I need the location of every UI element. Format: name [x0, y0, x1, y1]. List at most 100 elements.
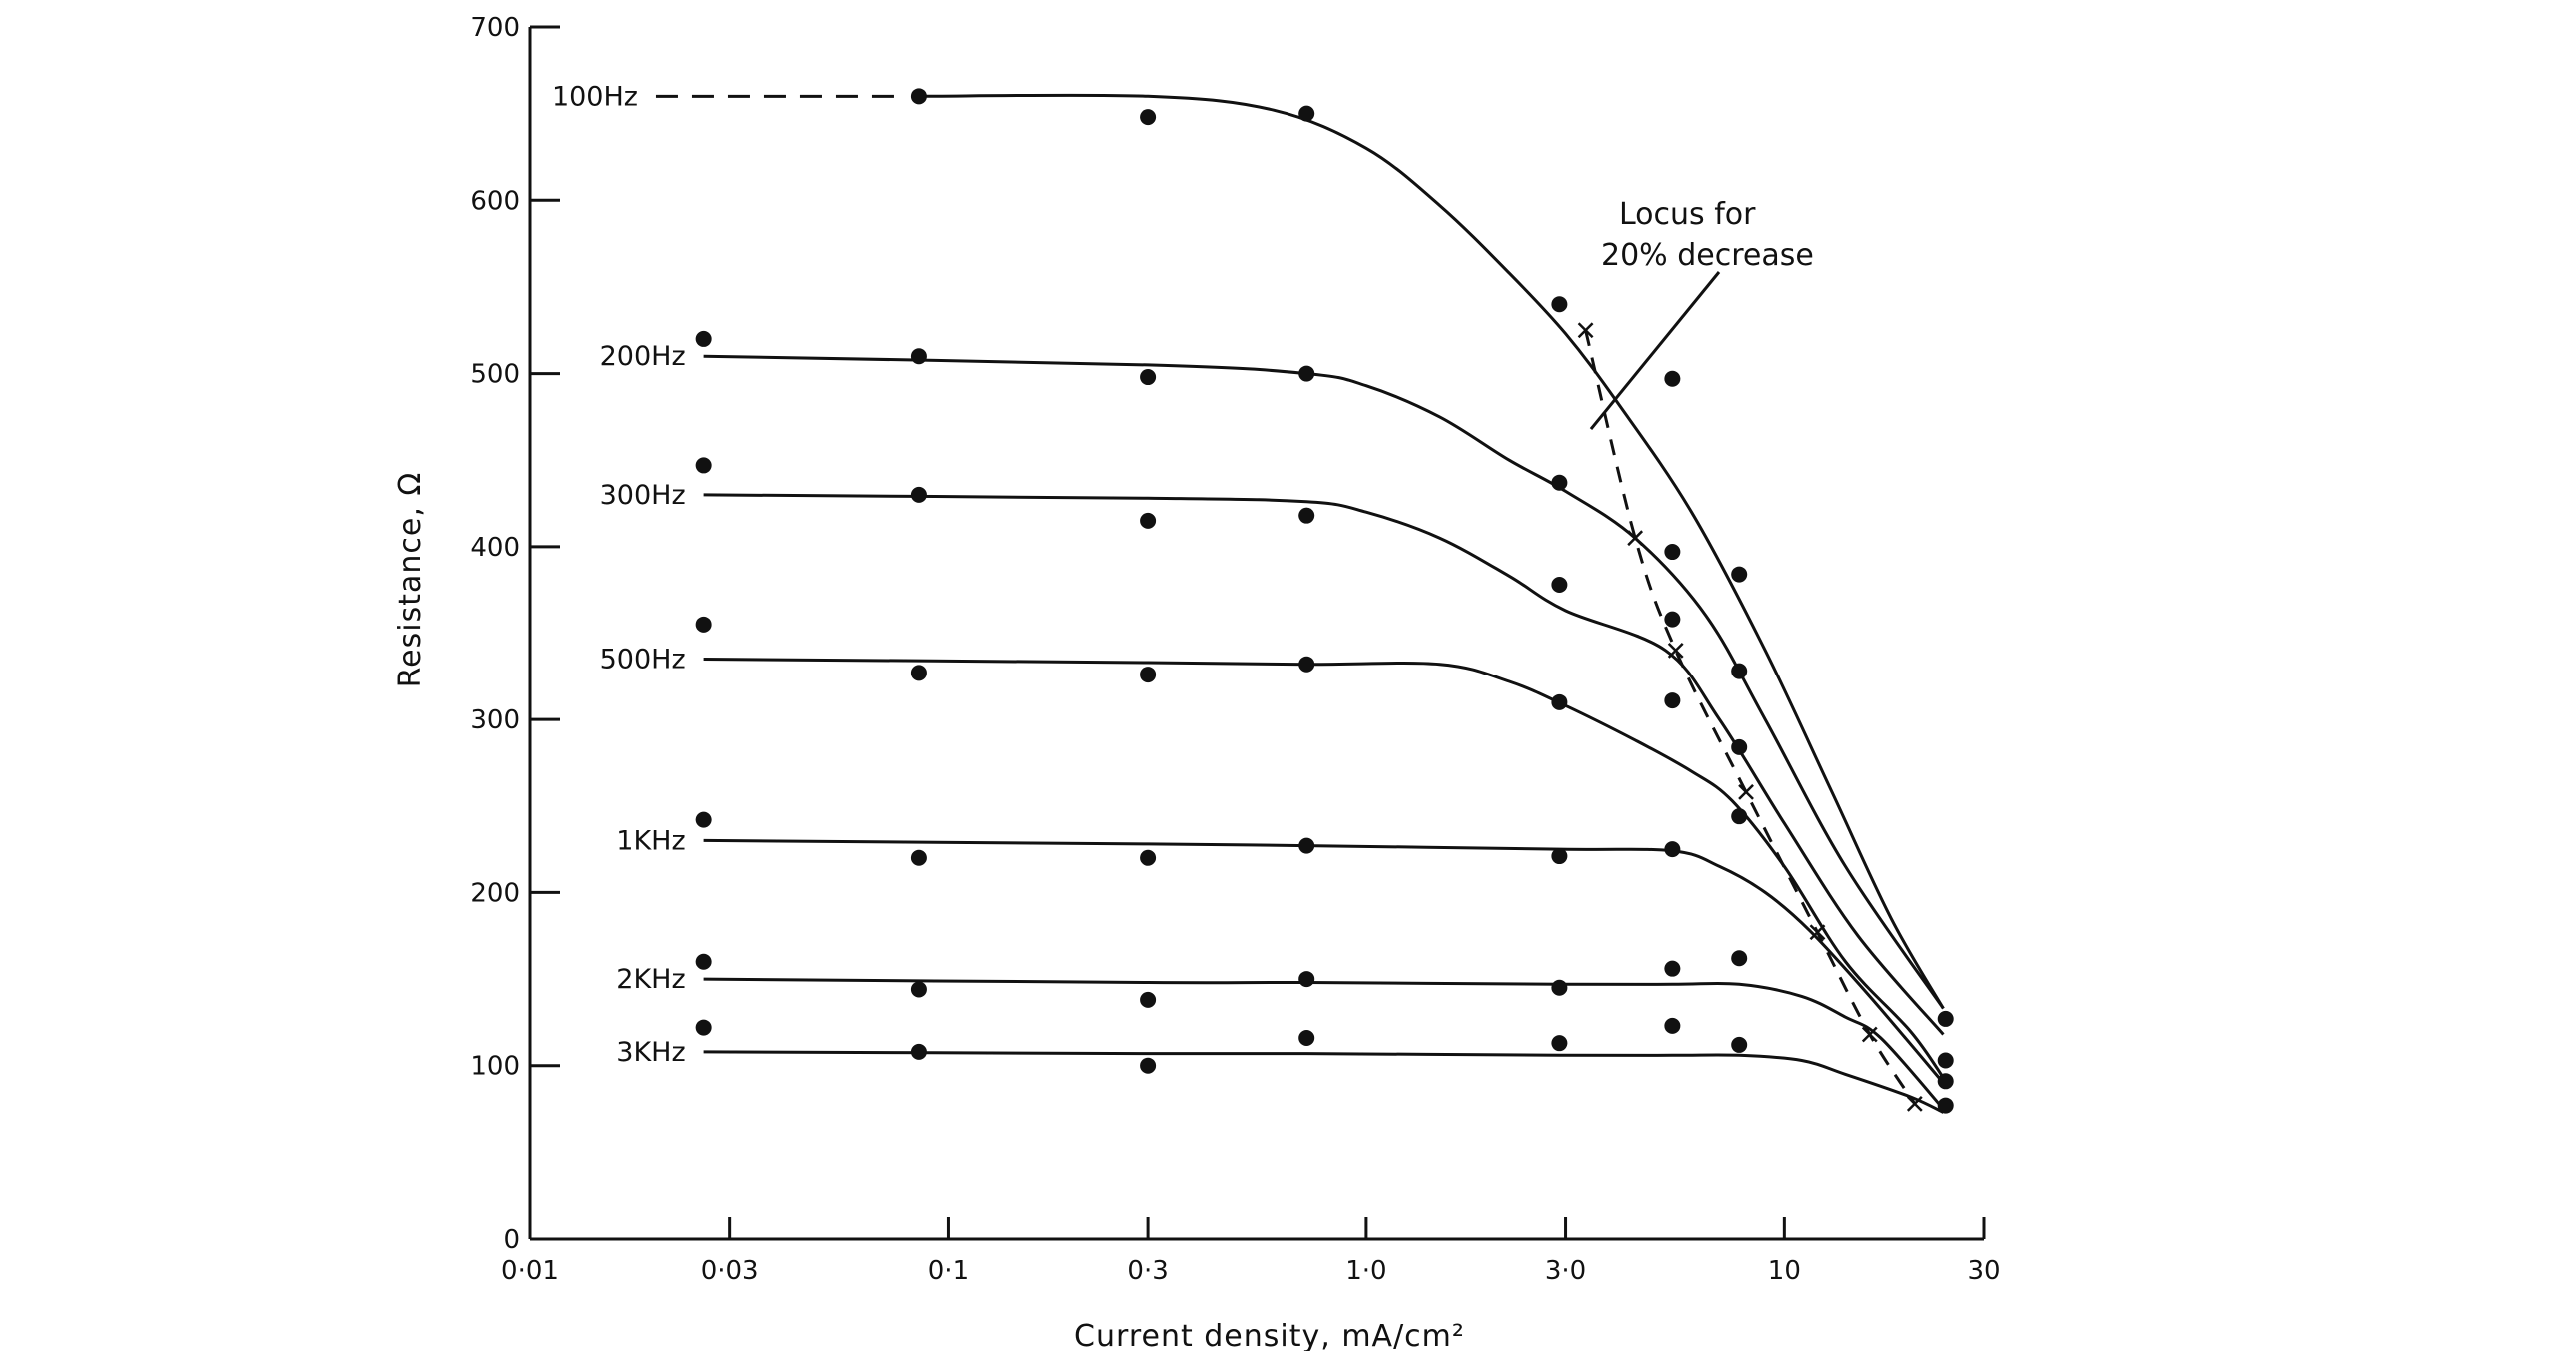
series-label-2khz: 2KHz [616, 964, 685, 995]
data-point-200hz [1551, 474, 1568, 491]
x-axis-label: Current density, mA/cm² [1074, 1319, 1465, 1351]
data-point-300hz [1731, 663, 1748, 679]
data-point-200hz [1937, 1052, 1954, 1069]
data-point-2khz [910, 981, 927, 998]
series-line-500hz [703, 658, 1945, 1079]
data-point-2khz [1731, 950, 1748, 967]
data-point-2khz [1140, 991, 1157, 1008]
axes: 0 100 200 300 400 500 600 700 0·01 0·03 0·1 0·3 1·0 3… [470, 13, 2000, 1286]
data-point-100hz [1937, 1010, 1954, 1027]
data-point-200hz [1140, 369, 1157, 386]
data-point-3khz [1298, 1029, 1315, 1046]
data-point-300hz [1551, 576, 1568, 593]
series-label-1khz: 1KHz [616, 825, 685, 856]
y-tick-label: 700 [470, 13, 520, 43]
series-line-3khz [703, 1050, 1945, 1114]
x-tick-label: 30 [1967, 1256, 2000, 1286]
data-point-3khz [1664, 1017, 1681, 1034]
x-tick-label: 0·3 [1127, 1256, 1168, 1286]
data-point-2khz [1664, 960, 1681, 977]
series-line-100hz [918, 93, 1945, 1010]
data-point-1khz [1551, 848, 1568, 865]
data-point-1khz [1298, 837, 1315, 854]
x-tick-label: 1·0 [1345, 1256, 1386, 1286]
data-point-100hz [1140, 109, 1157, 126]
series-line-200hz [703, 354, 1945, 1010]
y-tick-label: 400 [470, 533, 520, 563]
series-curves: 100Hz 200Hz 300Hz 500Hz 1KHz 2KHz 3KHz [552, 81, 1945, 1114]
series-line-300hz [703, 493, 1945, 1036]
data-point-100hz [910, 88, 927, 105]
data-point-1khz [1664, 841, 1681, 858]
labels: Current density, mA/cm² Resistance, Ω Lo… [393, 197, 1814, 1351]
data-point-500hz [1298, 656, 1315, 673]
data-point-3khz [1140, 1057, 1157, 1074]
data-point-300hz [910, 486, 927, 503]
data-point-500hz [1731, 738, 1748, 755]
x-tick-label: 0·01 [501, 1256, 559, 1286]
data-point-1khz [910, 849, 927, 866]
data-points [695, 88, 1954, 1114]
data-point-300hz [1298, 507, 1315, 524]
locus-annotation-leader [1589, 271, 1721, 430]
series-label-3khz: 3KHz [616, 1037, 685, 1068]
locus-cross-marker [1861, 1026, 1878, 1043]
x-tick-label: 0·1 [928, 1256, 969, 1286]
x-tick-label: 3·0 [1545, 1256, 1586, 1286]
locus-cross-marker [1627, 530, 1644, 547]
y-tick-label: 0 [503, 1225, 520, 1255]
x-tick-label: 0·03 [701, 1256, 759, 1286]
locus-cross-marker [1738, 784, 1754, 800]
data-point-300hz [1140, 512, 1157, 529]
data-point-3khz [1731, 1036, 1748, 1053]
series-label-300hz: 300Hz [600, 480, 686, 511]
data-point-100hz [1551, 296, 1568, 313]
locus-cross-marker [1667, 642, 1684, 659]
data-point-500hz [695, 616, 712, 633]
locus-cross-marker [1577, 322, 1594, 339]
data-point-300hz [1664, 611, 1681, 628]
series-line-1khz [703, 838, 1945, 1084]
y-tick-label: 200 [470, 878, 520, 908]
y-tick-label: 300 [470, 705, 520, 735]
data-point-300hz [1937, 1073, 1954, 1090]
locus-cross-marker [1906, 1095, 1923, 1112]
data-point-1khz [1140, 849, 1157, 866]
locus-cross-marker [1809, 924, 1826, 941]
data-point-1khz [1731, 808, 1748, 825]
series-label-200hz: 200Hz [600, 341, 686, 372]
data-point-3khz [1551, 1035, 1568, 1052]
locus-curve [1577, 271, 1923, 1112]
data-point-200hz [695, 330, 712, 347]
data-point-100hz [1298, 105, 1315, 122]
data-point-1khz [695, 811, 712, 828]
locus-annotation-line-2: 20% decrease [1601, 238, 1814, 273]
data-point-300hz [695, 457, 712, 474]
y-axis-label: Resistance, Ω [393, 472, 428, 688]
data-point-500hz [1937, 1097, 1954, 1114]
x-tick-label: 10 [1768, 1256, 1801, 1286]
data-point-200hz [910, 348, 927, 365]
data-point-3khz [910, 1043, 927, 1060]
data-point-100hz [1664, 370, 1681, 387]
data-point-2khz [1551, 979, 1568, 996]
locus-dashed-line [1584, 329, 1917, 1105]
y-tick-label: 100 [470, 1052, 520, 1082]
data-point-2khz [695, 953, 712, 970]
data-point-2khz [1298, 971, 1315, 988]
data-point-500hz [1664, 692, 1681, 709]
data-point-200hz [1664, 544, 1681, 561]
series-label-500hz: 500Hz [600, 644, 686, 675]
data-point-500hz [910, 665, 927, 681]
locus-annotation-line-1: Locus for [1619, 197, 1756, 232]
data-point-200hz [1731, 566, 1748, 583]
data-point-500hz [1551, 693, 1568, 710]
data-point-200hz [1298, 365, 1315, 382]
series-line-2khz [703, 977, 1945, 1110]
y-tick-label: 500 [470, 360, 520, 390]
series-label-100hz: 100Hz [552, 81, 638, 112]
data-point-3khz [695, 1019, 712, 1036]
y-tick-label: 600 [470, 186, 520, 216]
data-point-500hz [1140, 667, 1157, 683]
